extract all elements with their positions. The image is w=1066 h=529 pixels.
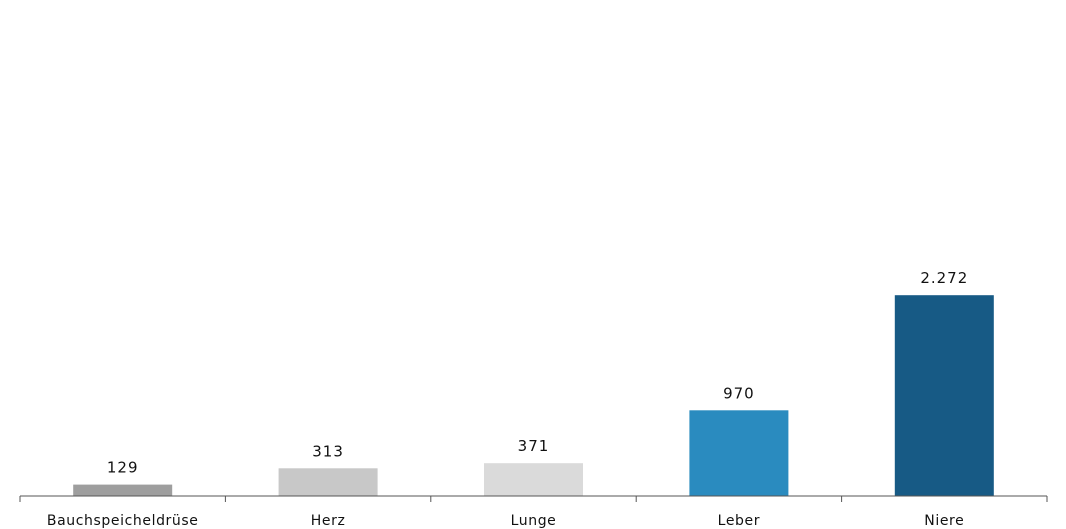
bars-group <box>73 295 994 496</box>
category-label-herz: Herz <box>311 513 346 529</box>
category-label-leber: Leber <box>718 513 760 529</box>
category-labels-group: Bauchspeicheldrüse Herz Lunge Leber Niere <box>47 513 964 529</box>
bar-niere <box>894 295 994 496</box>
value-label-niere: 2.272 <box>920 269 968 287</box>
category-label-lunge: Lunge <box>511 513 557 529</box>
bar-herz <box>278 468 378 496</box>
bar-bauchspeicheldruse <box>73 484 173 496</box>
value-label-lunge: 371 <box>518 437 550 455</box>
bar-leber <box>689 410 789 496</box>
value-label-bauchspeicheldruse: 129 <box>107 459 139 477</box>
value-label-leber: 970 <box>723 384 755 402</box>
category-label-bauchspeicheldruse: Bauchspeicheldrüse <box>47 513 199 529</box>
bar-lunge <box>484 463 583 496</box>
category-label-niere: Niere <box>924 513 964 529</box>
x-axis-ticks <box>19 496 1048 502</box>
value-labels-group: 129 313 371 970 2.272 <box>107 269 968 477</box>
value-label-herz: 313 <box>312 442 344 460</box>
